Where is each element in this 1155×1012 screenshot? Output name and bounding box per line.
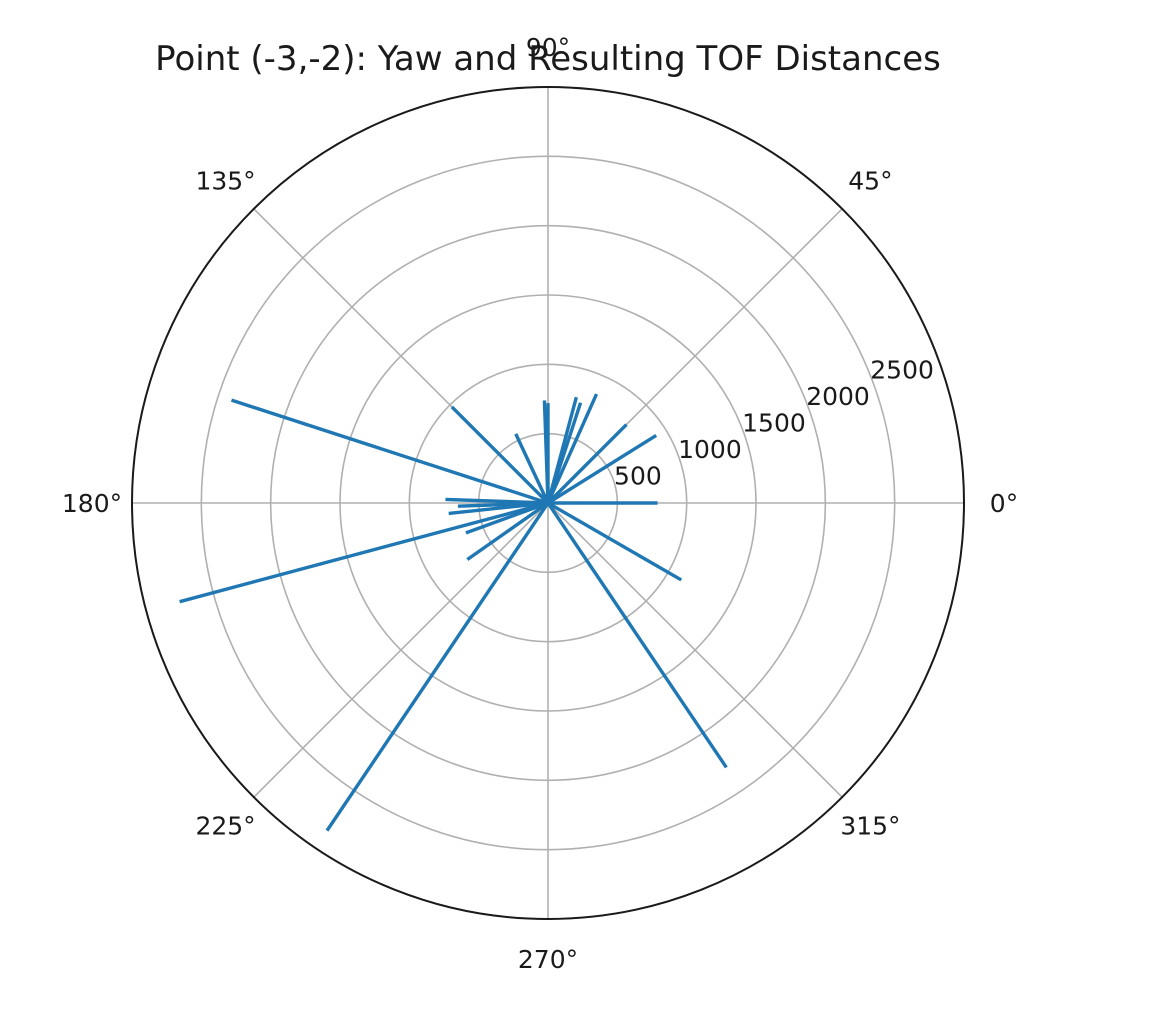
data-ray [230, 398, 549, 505]
data-ray [465, 501, 549, 535]
data-ray [546, 393, 599, 504]
radial-tick-label: 1500 [742, 408, 806, 437]
angle-tick-label: 180° [62, 489, 122, 518]
data-ray [514, 433, 550, 504]
angle-tick-label: 270° [518, 945, 578, 974]
data-ray [542, 400, 550, 504]
angle-tick-label: 45° [848, 167, 892, 196]
chart-title: Point (-3,-2): Yaw and Resulting TOF Dis… [155, 39, 941, 79]
angle-tick-label: 315° [840, 811, 900, 840]
data-ray [325, 502, 550, 832]
radial-tick-label: 500 [614, 461, 662, 490]
polar-frame [131, 86, 965, 920]
data-layer [179, 393, 728, 832]
data-ray [450, 405, 550, 505]
data-ray [546, 423, 628, 505]
data-ray [179, 501, 549, 604]
angle-tick-label: 225° [195, 811, 255, 840]
radial-tick-label: 2500 [870, 355, 934, 384]
angle-tick-label: 135° [195, 167, 255, 196]
data-ray [546, 502, 728, 769]
data-ray [547, 501, 683, 582]
angular-gridline [547, 502, 843, 798]
radial-tick-label: 2000 [806, 382, 870, 411]
radial-tick-label: 1000 [678, 435, 742, 464]
angle-tick-label: 0° [990, 489, 1018, 518]
data-ray [466, 501, 549, 561]
angular-gridline [253, 502, 549, 798]
data-ray [546, 396, 578, 504]
angle-tick-label: 90° [526, 33, 570, 62]
data-ray [448, 501, 549, 516]
data-ray [547, 433, 658, 505]
